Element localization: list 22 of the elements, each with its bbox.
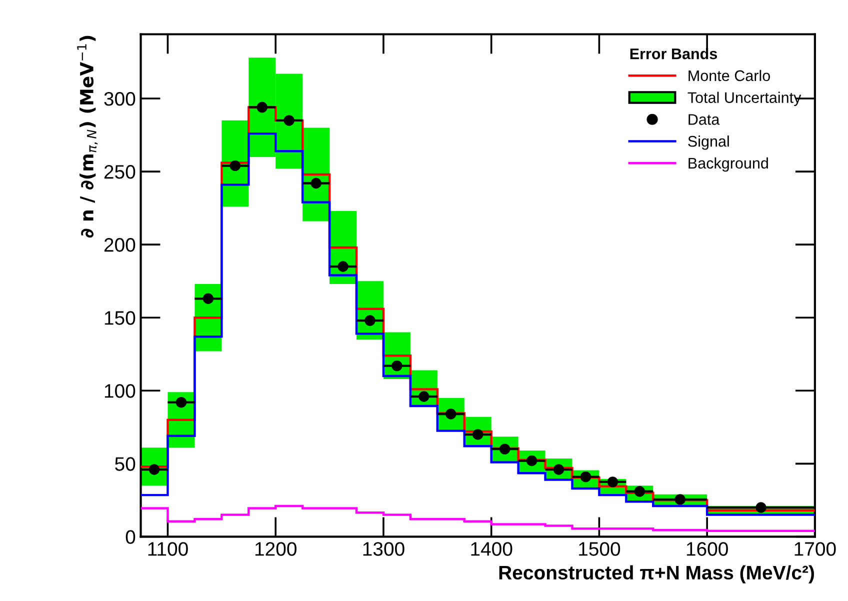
x-tick-label: 1200 [255, 542, 296, 556]
x-tick-label: 1400 [471, 542, 512, 556]
y-tick-label: 200 [104, 238, 136, 252]
legend-label: Data [688, 114, 720, 125]
x-tick-label: 1600 [686, 542, 728, 556]
legend-label: Background [688, 157, 768, 172]
y-axis-title: ∂ n / ∂(m$_{π,N}$) (MeV$^{−1}$) [77, 36, 98, 238]
legend-label: Monte Carlo [688, 70, 770, 82]
y-tick-label: 250 [104, 165, 136, 179]
y-tick-label: 150 [104, 311, 136, 325]
x-tick-label: 1300 [363, 542, 404, 556]
y-tick-label: 300 [104, 92, 136, 106]
x-axis-title: Reconstructed π+N Mass (MeV/c²) [499, 565, 814, 584]
legend-title: Error Bands [630, 48, 718, 60]
legend-label: Total Uncertainty [688, 92, 802, 106]
legend-label: Signal [688, 136, 729, 150]
y-tick-label: 50 [115, 457, 136, 471]
x-tick-label: 1500 [579, 542, 620, 556]
x-tick-label: 1100 [148, 542, 188, 556]
y-tick-label: 0 [126, 530, 136, 544]
y-tick-label: 100 [104, 384, 136, 398]
x-tick-label: 1700 [794, 542, 836, 556]
